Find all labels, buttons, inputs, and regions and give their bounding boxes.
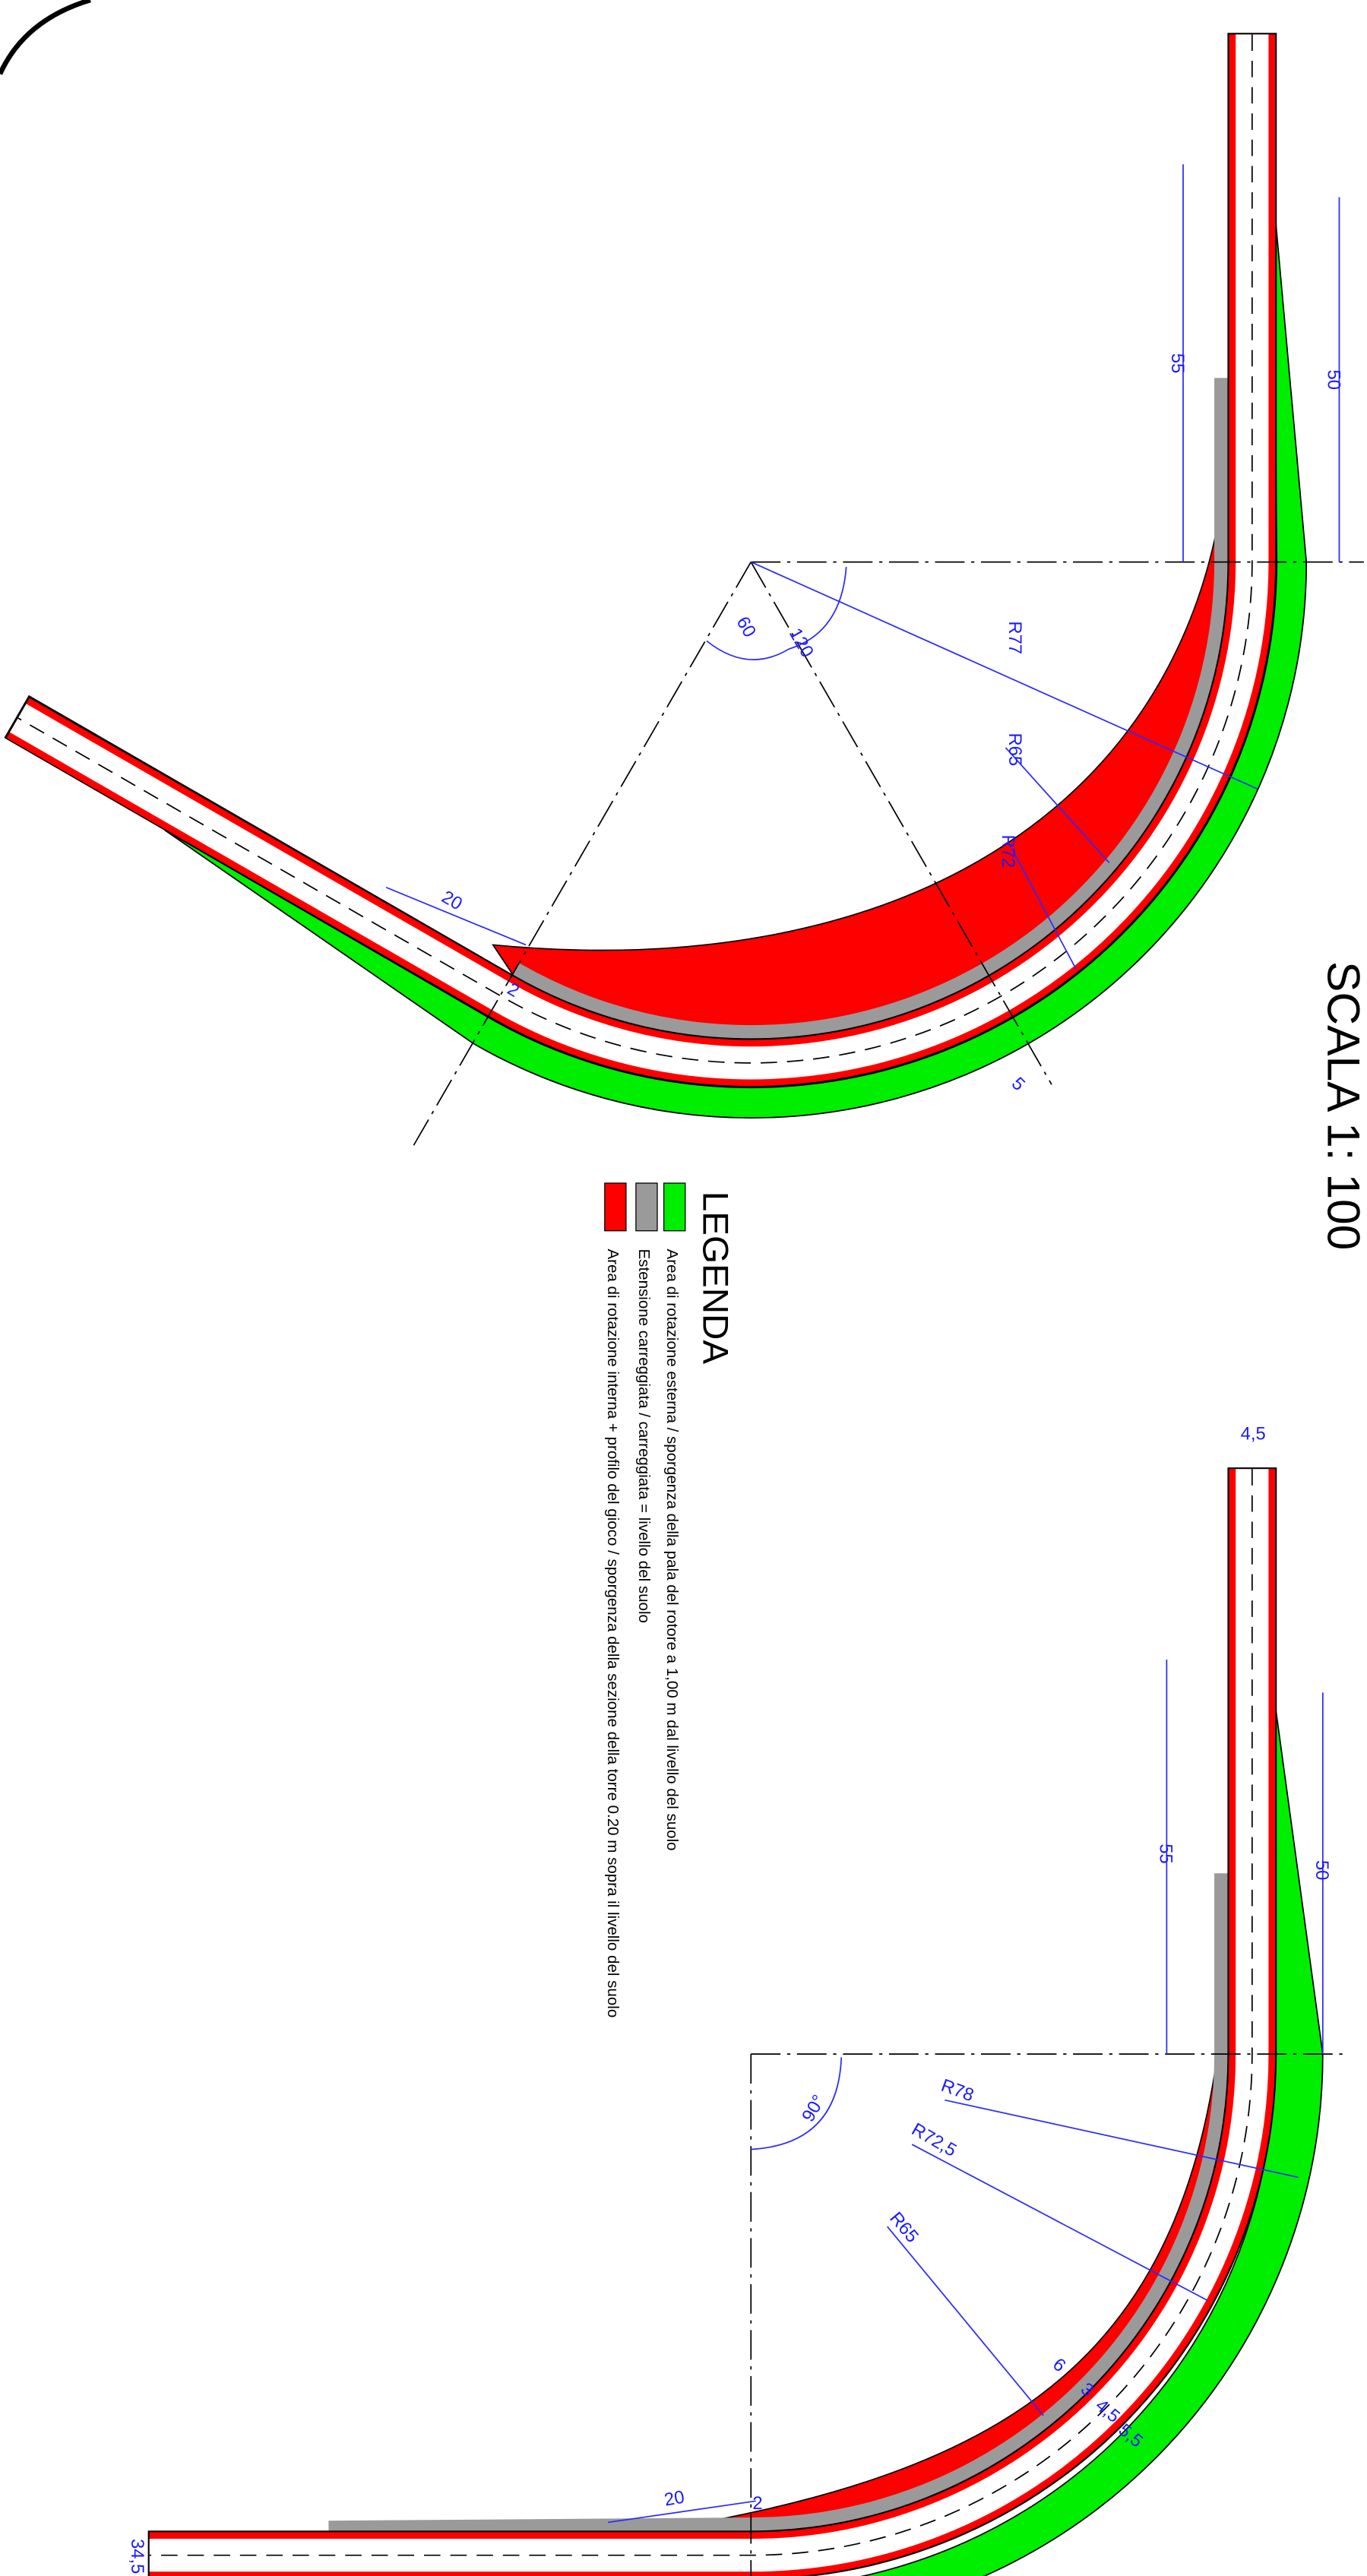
dimension-label: 60 [733,613,761,641]
legend: LEGENDA [695,1191,736,1365]
legend-swatch [663,1182,686,1232]
dimension-label: 50 [1312,1860,1332,1880]
center-lines [750,2053,1348,2576]
road-extension [506,378,1241,1052]
turn-120 [4,33,1364,1151]
dimension-label: R77 [1005,621,1025,654]
road-axis [149,1469,1253,2556]
dimension-label: 20 [663,2487,686,2511]
dimension-label: 55 [1167,353,1188,373]
dimension-lines [385,164,1340,970]
legend-label: Area di rotazione interna + profilo del … [604,1248,622,2017]
outer-area [859,1692,1324,2576]
dimension-lines [608,1660,1324,2524]
dimension-label: R78 [938,2075,976,2106]
legend-swatch [635,1182,658,1232]
border-arc [0,0,91,75]
dimension-label: R65 [885,2208,922,2247]
scale-title: SCALA 1: 100 [1318,961,1367,1250]
dimension-label: 2 [752,2493,762,2514]
dimension-label: 34,5 [127,2539,147,2574]
legend-label: Area di rotazione esterna / sporgenza de… [663,1248,681,1850]
dimension-label: R65 [1005,733,1025,766]
dimension-label: 90° [798,2091,829,2125]
legend-label: Estensione carreggiata / carreggiata = l… [635,1248,653,1622]
center-lines [410,561,1364,1151]
legend-title: LEGENDA [695,1191,736,1365]
road-axis [17,34,1253,1064]
turn-90 [147,1467,1348,2576]
dimension-label: 120 [785,625,818,661]
dimension-label: 55 [1156,1843,1176,1863]
dimension-label: 50 [1323,370,1343,390]
legend-swatch [604,1182,627,1232]
dimension-label: 5 [1008,1073,1029,1094]
dimension-label: R72 [998,835,1018,869]
dimension-label: R72,5 [908,2119,960,2161]
dimension-label: 4,5 [1241,1423,1266,1444]
